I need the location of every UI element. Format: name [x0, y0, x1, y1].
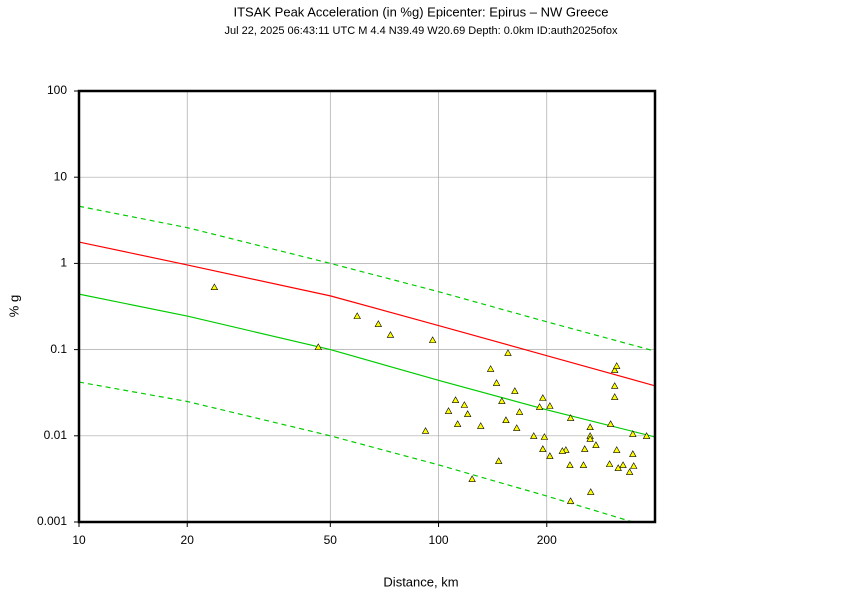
data-point: [610, 393, 619, 400]
data-point: [453, 420, 462, 427]
data-point: [612, 446, 621, 453]
chart-title: ITSAK Peak Acceleration (in %g) Epicente…: [234, 4, 609, 19]
data-point: [476, 422, 485, 429]
data-point: [629, 430, 637, 437]
data-point: [612, 362, 621, 369]
data-point: [468, 475, 476, 482]
data-point: [540, 433, 549, 440]
data-point: [504, 349, 512, 356]
data-point: [502, 416, 510, 423]
data-point: [210, 283, 219, 291]
x-tick-label: 100: [429, 533, 449, 547]
data-point: [386, 331, 395, 338]
data-point: [374, 320, 383, 327]
data-point: [642, 432, 651, 439]
data-point: [451, 396, 460, 403]
data-point: [421, 427, 430, 434]
data-point: [605, 460, 614, 467]
y-tick-label: 100: [47, 83, 67, 97]
data-point: [566, 414, 575, 421]
data-point: [566, 461, 574, 468]
y-tick-label: 0.001: [37, 514, 67, 528]
model-line: [79, 205, 655, 352]
data-point: [586, 435, 594, 442]
data-point: [463, 410, 472, 417]
model-line: [79, 293, 655, 438]
x-tick-label: 20: [181, 533, 195, 547]
model-line: [79, 241, 655, 387]
data-point: [625, 468, 634, 475]
data-point: [610, 366, 619, 373]
data-point: [486, 365, 495, 372]
x-axis-label: Distance, km: [383, 574, 458, 589]
x-tick-label: 10: [72, 533, 86, 547]
data-point: [579, 461, 588, 468]
data-point: [587, 488, 595, 495]
data-point: [619, 461, 627, 468]
data-point: [460, 401, 469, 408]
data-point: [492, 379, 501, 386]
data-point: [610, 382, 619, 389]
data-point: [428, 336, 437, 343]
data-point: [629, 462, 638, 469]
data-point: [530, 432, 538, 439]
data-point: [580, 445, 589, 452]
x-tick-label: 200: [537, 533, 557, 547]
data-point: [515, 408, 524, 415]
data-point: [539, 394, 547, 401]
data-point: [535, 403, 544, 410]
y-axis-label: % g: [6, 295, 21, 317]
plot-frame: [77, 89, 657, 524]
y-tick-label: 0.01: [44, 428, 68, 442]
data-point: [511, 387, 519, 394]
model-line: [79, 381, 633, 522]
data-point: [444, 407, 453, 414]
data-point: [494, 457, 503, 464]
data-point: [498, 397, 506, 404]
data-point: [586, 423, 594, 431]
data-point: [546, 402, 554, 409]
data-point: [558, 447, 567, 454]
chart-subtitle: Jul 22, 2025 06:43:11 UTC M 4.4 N39.49 W…: [225, 25, 618, 37]
data-point: [592, 441, 600, 448]
data-point: [606, 420, 615, 427]
data-point: [566, 497, 575, 504]
y-tick-label: 0.1: [50, 342, 67, 356]
data-point: [539, 445, 547, 452]
data-point: [314, 343, 323, 350]
x-tick-label: 50: [324, 533, 338, 547]
y-tick-label: 1: [60, 256, 67, 270]
data-point: [353, 312, 361, 319]
data-point: [629, 450, 637, 457]
data-point: [546, 452, 554, 459]
y-tick-label: 10: [54, 169, 68, 183]
data-point: [513, 424, 521, 431]
